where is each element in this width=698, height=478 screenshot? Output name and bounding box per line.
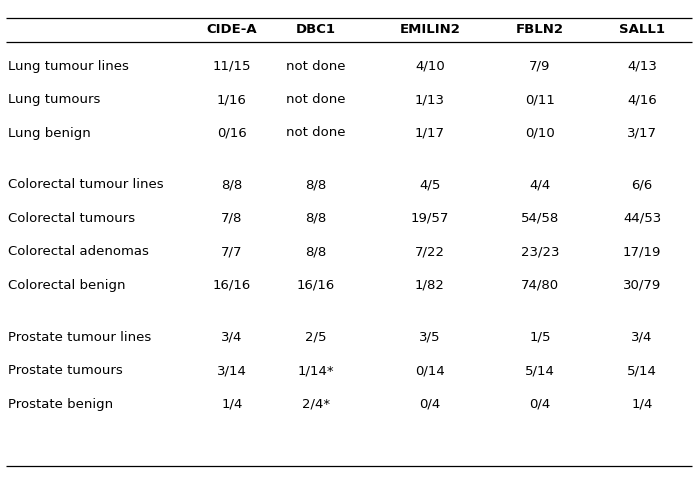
Text: Prostate benign: Prostate benign <box>8 398 113 411</box>
Text: Prostate tumour lines: Prostate tumour lines <box>8 331 151 344</box>
Text: 23/23: 23/23 <box>521 245 559 259</box>
Text: 8/8: 8/8 <box>306 245 327 259</box>
Text: 3/14: 3/14 <box>217 364 247 377</box>
Text: 0/14: 0/14 <box>415 364 445 377</box>
Text: not done: not done <box>286 59 346 73</box>
Text: 1/5: 1/5 <box>529 331 551 344</box>
Text: Lung tumour lines: Lung tumour lines <box>8 59 129 73</box>
Text: 4/16: 4/16 <box>627 93 657 106</box>
Text: 1/13: 1/13 <box>415 93 445 106</box>
Text: SALL1: SALL1 <box>619 22 665 35</box>
Text: CIDE-A: CIDE-A <box>207 22 258 35</box>
Text: not done: not done <box>286 93 346 106</box>
Text: 4/4: 4/4 <box>529 178 551 191</box>
Text: 8/8: 8/8 <box>306 178 327 191</box>
Text: 6/6: 6/6 <box>632 178 653 191</box>
Text: Colorectal benign: Colorectal benign <box>8 279 126 292</box>
Text: 17/19: 17/19 <box>623 245 661 259</box>
Text: 7/8: 7/8 <box>221 212 243 225</box>
Text: Colorectal adenomas: Colorectal adenomas <box>8 245 149 259</box>
Text: 1/17: 1/17 <box>415 127 445 140</box>
Text: 54/58: 54/58 <box>521 212 559 225</box>
Text: 1/16: 1/16 <box>217 93 247 106</box>
Text: 5/14: 5/14 <box>627 364 657 377</box>
Text: 0/10: 0/10 <box>525 127 555 140</box>
Text: 0/11: 0/11 <box>525 93 555 106</box>
Text: 8/8: 8/8 <box>306 212 327 225</box>
Text: 3/17: 3/17 <box>627 127 657 140</box>
Text: 7/22: 7/22 <box>415 245 445 259</box>
Text: DBC1: DBC1 <box>296 22 336 35</box>
Text: FBLN2: FBLN2 <box>516 22 564 35</box>
Text: 4/13: 4/13 <box>627 59 657 73</box>
Text: Colorectal tumours: Colorectal tumours <box>8 212 135 225</box>
Text: Lung tumours: Lung tumours <box>8 93 101 106</box>
Text: 5/14: 5/14 <box>525 364 555 377</box>
Text: 74/80: 74/80 <box>521 279 559 292</box>
Text: 44/53: 44/53 <box>623 212 661 225</box>
Text: 0/4: 0/4 <box>529 398 551 411</box>
Text: 4/5: 4/5 <box>419 178 440 191</box>
Text: 11/15: 11/15 <box>213 59 251 73</box>
Text: Colorectal tumour lines: Colorectal tumour lines <box>8 178 163 191</box>
Text: 0/16: 0/16 <box>217 127 247 140</box>
Text: 19/57: 19/57 <box>411 212 450 225</box>
Text: 7/9: 7/9 <box>529 59 551 73</box>
Text: 3/4: 3/4 <box>221 331 243 344</box>
Text: 16/16: 16/16 <box>297 279 335 292</box>
Text: 3/5: 3/5 <box>419 331 440 344</box>
Text: 2/5: 2/5 <box>305 331 327 344</box>
Text: 4/10: 4/10 <box>415 59 445 73</box>
Text: Lung benign: Lung benign <box>8 127 91 140</box>
Text: not done: not done <box>286 127 346 140</box>
Text: 2/4*: 2/4* <box>302 398 330 411</box>
Text: 7/7: 7/7 <box>221 245 243 259</box>
Text: 1/4: 1/4 <box>631 398 653 411</box>
Text: 3/4: 3/4 <box>631 331 653 344</box>
Text: 0/4: 0/4 <box>419 398 440 411</box>
Text: EMILIN2: EMILIN2 <box>399 22 461 35</box>
Text: 1/4: 1/4 <box>221 398 243 411</box>
Text: 16/16: 16/16 <box>213 279 251 292</box>
Text: Prostate tumours: Prostate tumours <box>8 364 123 377</box>
Text: 1/14*: 1/14* <box>297 364 334 377</box>
Text: 30/79: 30/79 <box>623 279 661 292</box>
Text: 8/8: 8/8 <box>221 178 243 191</box>
Text: 1/82: 1/82 <box>415 279 445 292</box>
